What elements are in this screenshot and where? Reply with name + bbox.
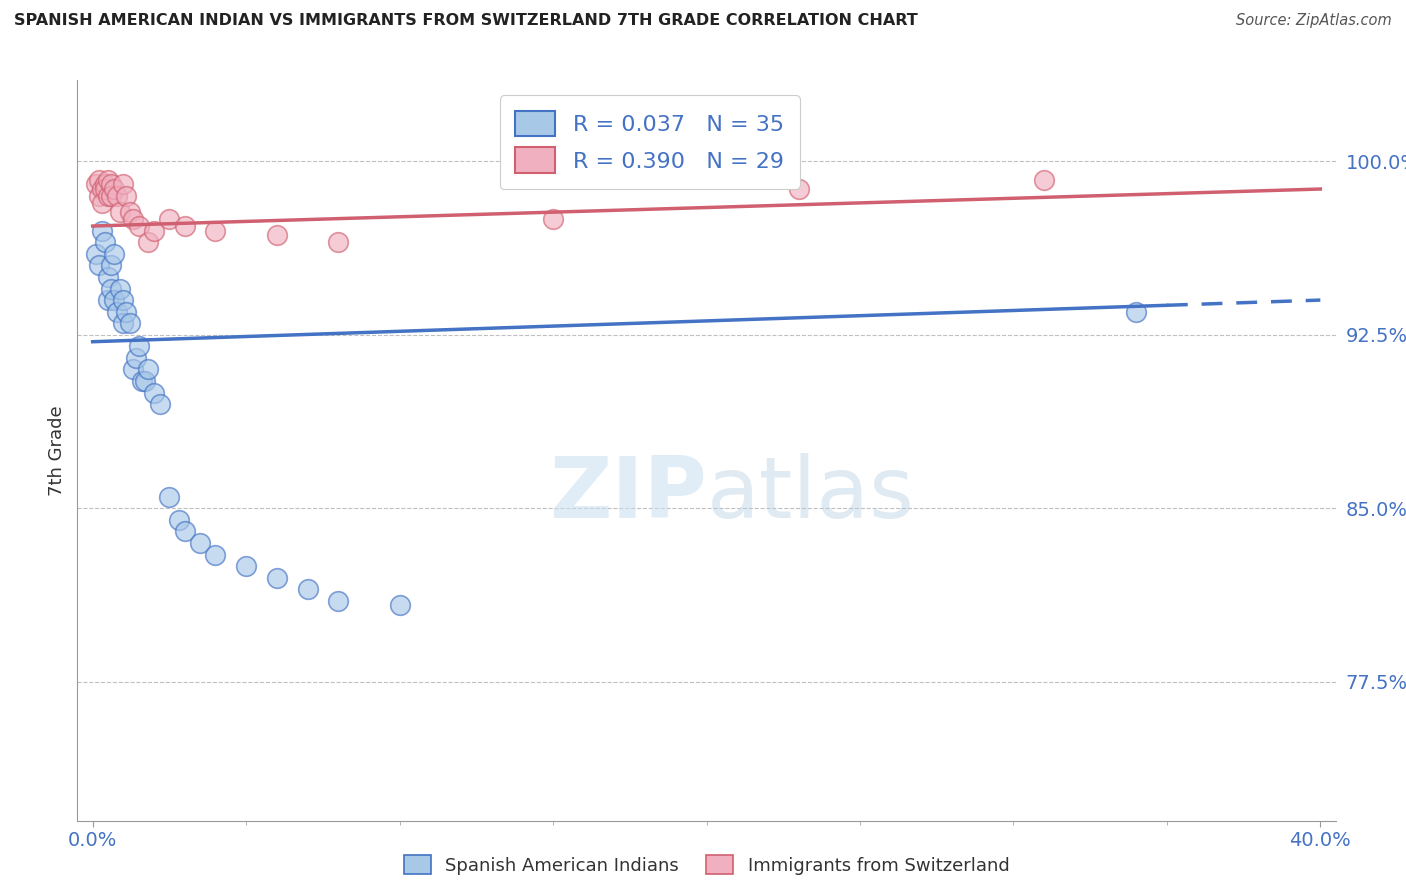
Point — [87, 259, 110, 273]
Point — [541, 212, 564, 227]
Point — [124, 351, 146, 365]
Y-axis label: 7th Grade: 7th Grade — [48, 405, 66, 496]
Point — [173, 524, 195, 539]
Point — [121, 362, 143, 376]
Text: Source: ZipAtlas.com: Source: ZipAtlas.com — [1236, 13, 1392, 29]
Point — [143, 224, 166, 238]
Point — [94, 178, 117, 192]
Point — [112, 293, 135, 307]
Legend: Spanish American Indians, Immigrants from Switzerland: Spanish American Indians, Immigrants fro… — [396, 848, 1017, 882]
Point — [112, 316, 135, 330]
Point — [266, 571, 288, 585]
Point — [94, 182, 117, 196]
Point — [157, 490, 180, 504]
Point — [118, 205, 141, 219]
Point — [266, 228, 288, 243]
Point — [87, 173, 110, 187]
Point — [100, 189, 122, 203]
Point — [100, 281, 122, 295]
Text: atlas: atlas — [707, 453, 914, 536]
Point — [90, 224, 112, 238]
Point — [204, 224, 226, 238]
Point — [97, 173, 120, 187]
Text: ZIP: ZIP — [548, 453, 707, 536]
Text: SPANISH AMERICAN INDIAN VS IMMIGRANTS FROM SWITZERLAND 7TH GRADE CORRELATION CHA: SPANISH AMERICAN INDIAN VS IMMIGRANTS FR… — [14, 13, 918, 29]
Point — [97, 189, 120, 203]
Point — [84, 178, 107, 192]
Point — [1033, 173, 1056, 187]
Point — [103, 182, 125, 196]
Point — [157, 212, 180, 227]
Point — [94, 235, 117, 250]
Point — [149, 397, 172, 411]
Point — [118, 316, 141, 330]
Point — [110, 281, 132, 295]
Point — [97, 269, 120, 284]
Point — [328, 235, 350, 250]
Point — [115, 304, 138, 318]
Point — [105, 304, 128, 318]
Point — [97, 293, 120, 307]
Point — [204, 548, 226, 562]
Point — [103, 293, 125, 307]
Point — [128, 339, 150, 353]
Point — [115, 189, 138, 203]
Point — [167, 513, 190, 527]
Point — [297, 582, 319, 597]
Point — [136, 235, 159, 250]
Point — [128, 219, 150, 233]
Point — [90, 195, 112, 210]
Point — [131, 374, 153, 388]
Point — [84, 247, 107, 261]
Point — [110, 205, 132, 219]
Point — [100, 259, 122, 273]
Point — [121, 212, 143, 227]
Point — [100, 178, 122, 192]
Point — [787, 182, 810, 196]
Point — [188, 536, 211, 550]
Point — [90, 182, 112, 196]
Point — [143, 385, 166, 400]
Point — [112, 178, 135, 192]
Point — [87, 189, 110, 203]
Point — [134, 374, 156, 388]
Point — [105, 189, 128, 203]
Point — [103, 247, 125, 261]
Point — [1125, 304, 1147, 318]
Point — [328, 594, 350, 608]
Point — [136, 362, 159, 376]
Point — [388, 599, 411, 613]
Point — [235, 559, 257, 574]
Point — [173, 219, 195, 233]
